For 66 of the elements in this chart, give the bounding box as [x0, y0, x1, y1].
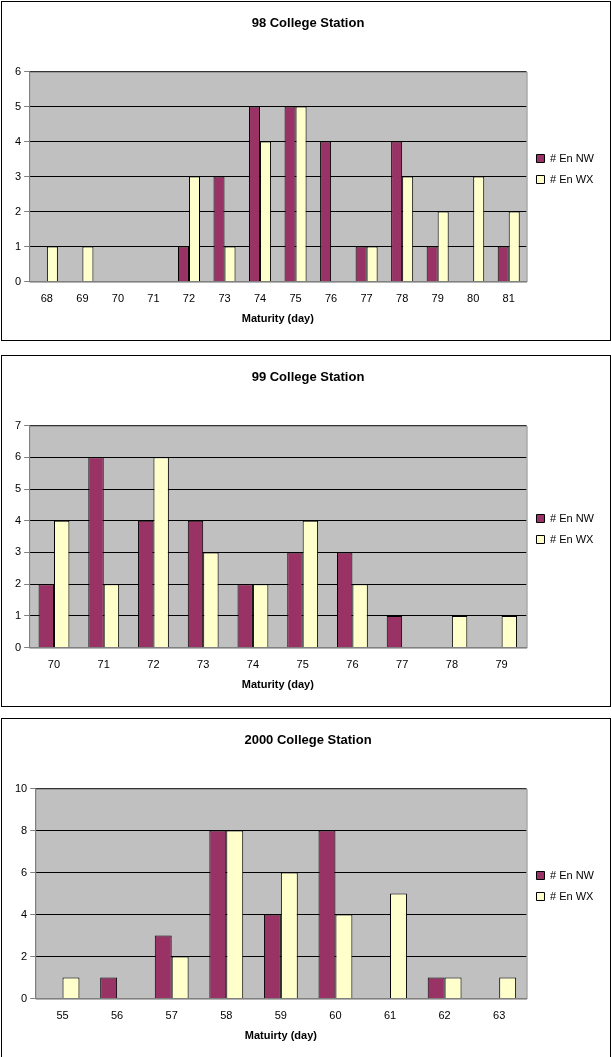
x-tick-label: 76	[346, 658, 359, 671]
y-tick-label: 3	[14, 545, 22, 558]
x-tick-label: 71	[147, 292, 160, 305]
x-tick-label: 69	[76, 292, 89, 305]
legend-label: # En WX	[549, 889, 595, 902]
x-tick-label: 79	[495, 658, 508, 671]
legend-label: # En NW	[549, 868, 595, 881]
x-axis-title: Maturity (day)	[241, 312, 315, 325]
chart-title: 2000 College Station	[244, 732, 372, 748]
x-tick-label: 59	[274, 1009, 287, 1022]
x-tick-label: 68	[40, 292, 54, 305]
chart-title: 98 College Station	[251, 15, 365, 31]
y-tick-label: 4	[14, 134, 22, 147]
y-tick-label: 6	[14, 64, 22, 77]
x-tick-label: 71	[97, 658, 110, 671]
y-tick-label: 6	[21, 865, 28, 878]
y-tick-label: 6	[14, 450, 22, 463]
chart-title: 99 College Station	[251, 369, 365, 385]
legend-label: # En NW	[549, 511, 595, 524]
x-tick-label: 79	[431, 292, 444, 305]
legend-label: # En WX	[549, 532, 595, 545]
x-tick-label: 62	[438, 1009, 451, 1022]
y-tick-label: 0	[14, 640, 22, 653]
y-tick-label: 0	[21, 991, 28, 1004]
x-tick-label: 75	[289, 292, 302, 305]
x-tick-label: 58	[220, 1009, 233, 1022]
x-tick-label: 75	[296, 658, 309, 671]
x-tick-label: 78	[445, 658, 459, 671]
x-tick-label: 61	[383, 1009, 397, 1022]
y-tick-label: 1	[14, 239, 22, 252]
x-tick-label: 73	[197, 658, 210, 671]
x-tick-label: 55	[56, 1009, 69, 1022]
x-tick-label: 76	[324, 292, 338, 305]
x-tick-label: 77	[360, 292, 373, 305]
x-tick-label: 70	[47, 658, 61, 671]
y-tick-label: 3	[14, 169, 22, 182]
x-tick-label: 70	[111, 292, 125, 305]
x-tick-label: 81	[502, 292, 515, 305]
x-axis-title: Matuirty (day)	[244, 1029, 318, 1042]
x-tick-label: 63	[493, 1009, 506, 1022]
y-tick-label: 0	[14, 274, 22, 287]
x-tick-label: 74	[253, 292, 267, 305]
x-tick-label: 74	[246, 658, 260, 671]
x-tick-label: 77	[396, 658, 409, 671]
x-tick-label: 73	[218, 292, 231, 305]
y-tick-label: 8	[21, 823, 28, 836]
y-tick-label: 5	[14, 99, 22, 112]
x-tick-label: 80	[467, 292, 480, 305]
y-tick-label: 4	[14, 513, 22, 526]
y-tick-label: 7	[14, 418, 22, 431]
x-tick-label: 78	[396, 292, 409, 305]
x-tick-label: 57	[165, 1009, 178, 1022]
x-tick-label: 72	[147, 658, 160, 671]
x-tick-label: 56	[110, 1009, 124, 1022]
y-tick-label: 2	[14, 577, 22, 590]
y-tick-label: 5	[14, 482, 22, 495]
legend-label: # En WX	[549, 172, 595, 185]
legend-label: # En NW	[549, 151, 595, 164]
x-axis-title: Maturity (day)	[241, 678, 315, 691]
y-tick-label: 2	[21, 949, 28, 962]
y-tick-label: 10	[14, 781, 28, 794]
y-tick-label: 2	[14, 204, 22, 217]
y-tick-label: 4	[21, 907, 28, 920]
x-tick-label: 60	[329, 1009, 342, 1022]
y-tick-label: 1	[14, 608, 22, 621]
x-tick-label: 72	[182, 292, 196, 305]
